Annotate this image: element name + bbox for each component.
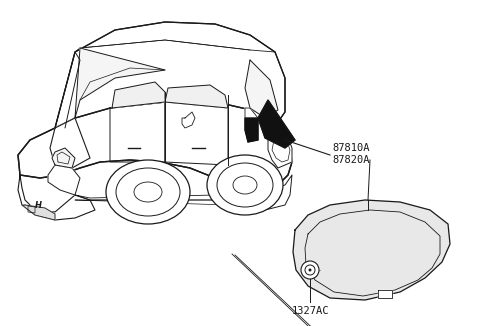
Polygon shape [182,112,195,128]
Text: 87820A: 87820A [332,155,370,165]
Polygon shape [268,122,292,168]
Polygon shape [293,200,450,300]
Polygon shape [262,118,285,140]
Text: H: H [35,200,41,210]
Polygon shape [378,290,392,298]
Polygon shape [50,118,90,168]
Circle shape [301,261,319,279]
Polygon shape [18,175,95,220]
Polygon shape [235,175,292,210]
Polygon shape [55,22,285,128]
Polygon shape [18,102,292,193]
Polygon shape [245,118,258,142]
Ellipse shape [207,155,283,215]
Polygon shape [245,108,258,142]
Polygon shape [75,48,165,118]
Polygon shape [258,100,295,148]
Text: 87810A: 87810A [332,143,370,153]
Polygon shape [245,60,278,118]
Circle shape [309,269,312,272]
Polygon shape [112,82,165,108]
Text: 1327AC: 1327AC [291,306,329,316]
Ellipse shape [106,160,190,224]
Polygon shape [52,148,75,168]
Polygon shape [48,165,80,195]
Polygon shape [22,205,55,220]
Polygon shape [165,85,228,108]
